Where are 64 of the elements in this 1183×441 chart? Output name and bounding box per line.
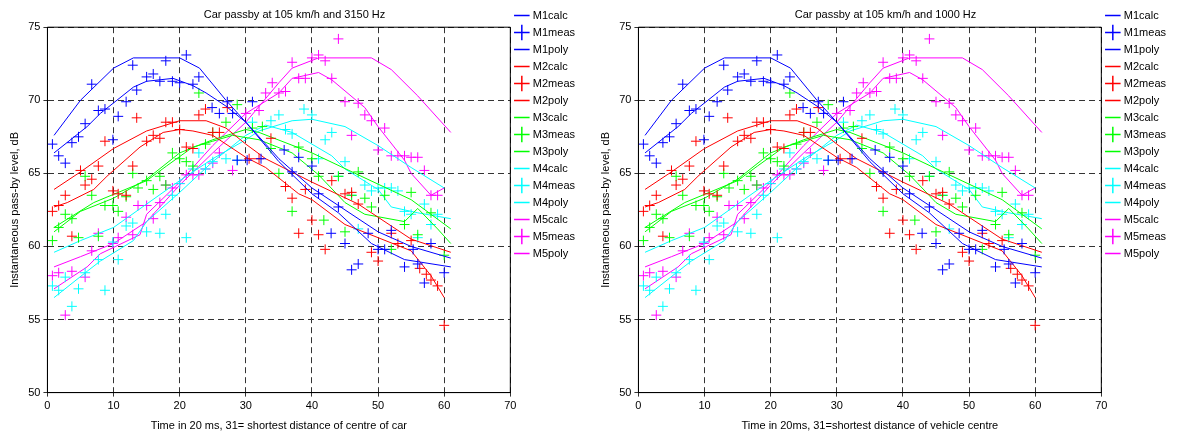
- legend-label: M1meas: [532, 25, 576, 38]
- x-tick-label: 60: [438, 399, 451, 412]
- legend-label: M4poly: [1123, 195, 1160, 208]
- x-tick-label: 40: [896, 399, 910, 412]
- x-tick-label: 50: [371, 399, 385, 412]
- x-tick-label: 0: [635, 399, 642, 412]
- x-tick-label: 0: [44, 399, 51, 412]
- legend-label: M3poly: [1123, 144, 1160, 157]
- x-tick-label: 40: [305, 399, 319, 412]
- legend-label: M5calc: [532, 212, 569, 225]
- legend-label: M1poly: [532, 42, 569, 55]
- y-tick-label: 70: [28, 93, 41, 106]
- legend-label: M1calc: [1123, 8, 1160, 21]
- y-tick-label: 65: [28, 166, 41, 179]
- legend-label: M4meas: [532, 178, 576, 191]
- legend-label: M2meas: [1123, 76, 1167, 89]
- x-tick-label: 70: [504, 399, 517, 412]
- y-axis-title: Instantaneous pass-by level, dB: [7, 131, 20, 288]
- legend-label: M4calc: [1123, 161, 1160, 174]
- y-tick-label: 60: [619, 239, 632, 252]
- legend-label: M3poly: [532, 144, 569, 157]
- legend-label: M4poly: [532, 195, 569, 208]
- x-axis-title: Time in 20 ms, 31= shortest distance of centre of car: [150, 419, 408, 432]
- legend-label: M2poly: [1123, 93, 1160, 106]
- chart-title: Car passby at 105 km/h and 1000 Hz: [794, 7, 977, 20]
- x-tick-label: 20: [764, 399, 777, 412]
- legend-label: M3meas: [1123, 127, 1167, 140]
- legend-label: M1poly: [1123, 42, 1160, 55]
- legend-label: M5calc: [1123, 212, 1160, 225]
- y-tick-label: 70: [619, 93, 632, 106]
- legend-label: M4calc: [532, 161, 569, 174]
- legend-label: M5poly: [1123, 246, 1160, 259]
- y-tick-label: 75: [619, 20, 632, 33]
- legend-label: M3calc: [1123, 110, 1160, 123]
- y-tick-label: 65: [619, 166, 632, 179]
- y-tick-label: 55: [28, 312, 41, 325]
- legend-label: M3calc: [532, 110, 569, 123]
- x-tick-label: 60: [1029, 399, 1042, 412]
- x-tick-label: 70: [1095, 399, 1108, 412]
- chart-title: Car passby at 105 km/h and 3150 Hz: [203, 7, 386, 20]
- legend-label: M4meas: [1123, 178, 1167, 191]
- legend-label: M2meas: [532, 76, 576, 89]
- x-tick-label: 30: [239, 399, 252, 412]
- legend-label: M2calc: [1123, 59, 1160, 72]
- y-tick-label: 60: [28, 239, 41, 252]
- x-tick-label: 10: [698, 399, 711, 412]
- x-tick-label: 10: [107, 399, 120, 412]
- x-axis-title: Time in 20ms, 31=shortest distance of vehicle centre: [741, 419, 999, 432]
- x-tick-label: 50: [962, 399, 976, 412]
- legend-label: M5meas: [1123, 229, 1167, 242]
- y-tick-label: 50: [619, 385, 632, 398]
- legend-label: M1meas: [1123, 25, 1167, 38]
- legend-label: M1calc: [532, 8, 569, 21]
- y-axis-title: Instantaneous pass-by level, dB: [598, 131, 611, 288]
- legend-label: M2calc: [532, 59, 569, 72]
- y-tick-label: 55: [619, 312, 632, 325]
- legend-label: M3meas: [532, 127, 576, 140]
- y-tick-label: 50: [28, 385, 41, 398]
- x-tick-label: 30: [830, 399, 843, 412]
- legend-label: M2poly: [532, 93, 569, 106]
- y-tick-label: 75: [28, 20, 41, 33]
- legend-label: M5poly: [532, 246, 569, 259]
- legend-label: M5meas: [532, 229, 576, 242]
- x-tick-label: 20: [173, 399, 186, 412]
